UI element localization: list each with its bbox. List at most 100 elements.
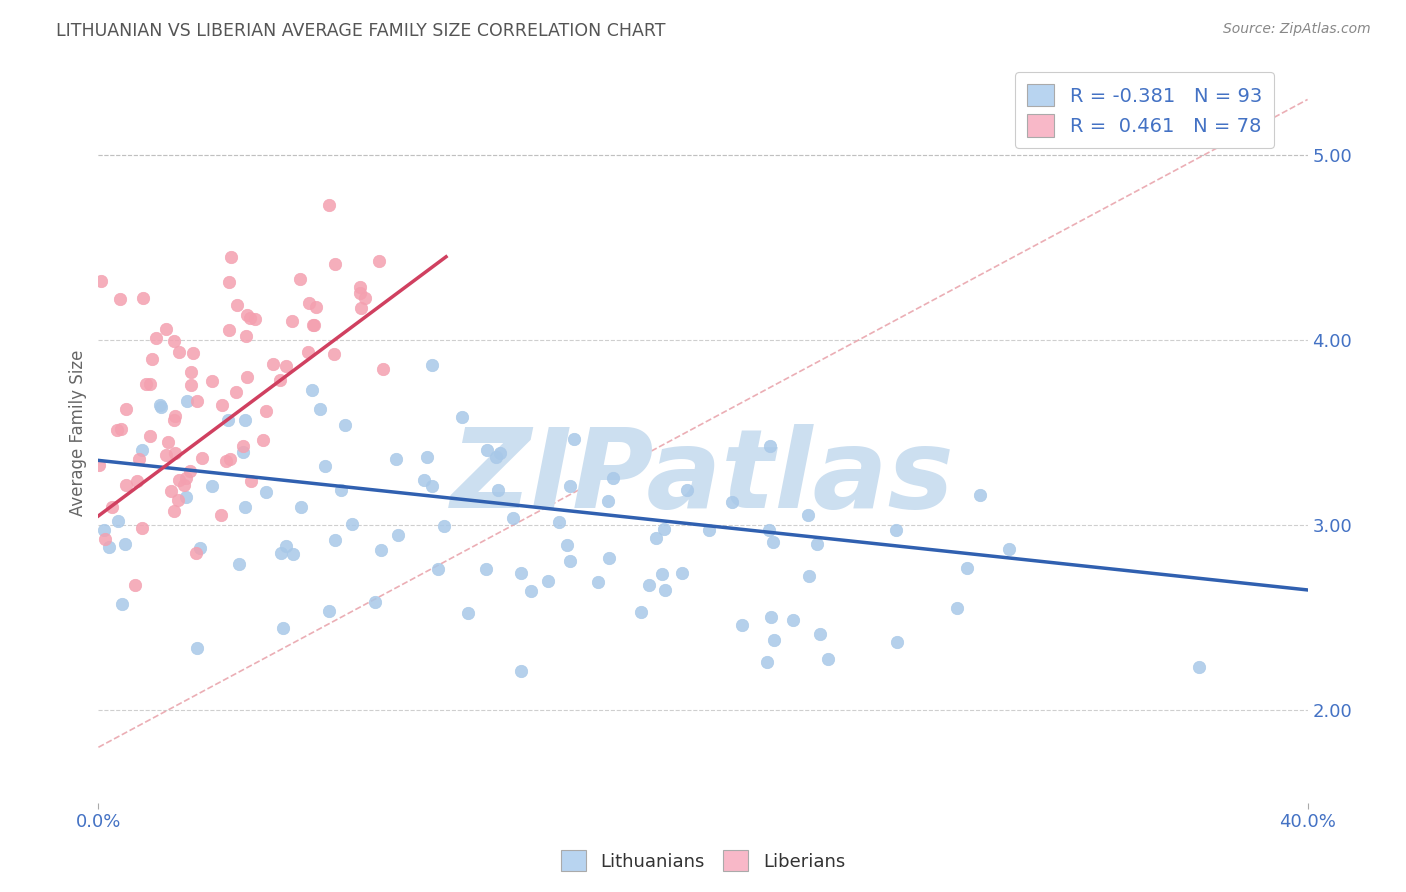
Point xyxy=(370,542,392,557)
Point xyxy=(236,370,259,384)
Point xyxy=(420,479,443,493)
Point xyxy=(808,626,831,640)
Point xyxy=(969,488,991,502)
Point xyxy=(886,635,908,649)
Point xyxy=(214,454,236,468)
Point xyxy=(602,471,624,485)
Point xyxy=(759,610,782,624)
Point xyxy=(654,582,676,597)
Point xyxy=(160,483,183,498)
Point xyxy=(239,475,262,489)
Point xyxy=(163,334,186,349)
Point xyxy=(163,412,186,426)
Point xyxy=(519,584,541,599)
Point xyxy=(297,344,319,359)
Point xyxy=(475,562,498,576)
Point xyxy=(169,344,191,359)
Point xyxy=(105,424,128,438)
Point xyxy=(758,523,780,537)
Point xyxy=(509,566,531,580)
Point xyxy=(323,533,346,547)
Point xyxy=(330,483,353,497)
Text: LITHUANIAN VS LIBERIAN AVERAGE FAMILY SIZE CORRELATION CHART: LITHUANIAN VS LIBERIAN AVERAGE FAMILY SI… xyxy=(56,22,665,40)
Point xyxy=(731,618,754,632)
Point xyxy=(290,272,312,286)
Point xyxy=(236,309,259,323)
Point xyxy=(256,404,278,418)
Point xyxy=(145,331,167,345)
Point xyxy=(489,446,512,460)
Point xyxy=(150,400,173,414)
Point xyxy=(135,376,157,391)
Point xyxy=(560,554,582,568)
Point xyxy=(233,500,256,514)
Point xyxy=(128,452,150,467)
Point xyxy=(180,365,202,379)
Point xyxy=(163,446,186,460)
Point xyxy=(762,534,785,549)
Point xyxy=(167,493,190,508)
Point xyxy=(233,413,256,427)
Point xyxy=(536,574,558,588)
Point xyxy=(349,286,371,301)
Point xyxy=(333,417,356,432)
Point xyxy=(433,519,456,533)
Point xyxy=(228,557,250,571)
Point xyxy=(139,428,162,442)
Point xyxy=(956,561,979,575)
Point xyxy=(1188,659,1211,673)
Point xyxy=(797,508,820,523)
Point xyxy=(274,539,297,553)
Point xyxy=(645,531,668,545)
Point xyxy=(254,484,277,499)
Point xyxy=(998,542,1021,557)
Point xyxy=(314,459,336,474)
Point xyxy=(564,432,586,446)
Point xyxy=(173,478,195,492)
Point xyxy=(384,451,406,466)
Point xyxy=(485,450,508,464)
Point xyxy=(416,450,439,464)
Point xyxy=(318,604,340,618)
Point xyxy=(271,622,294,636)
Point xyxy=(235,328,257,343)
Point xyxy=(174,470,197,484)
Point xyxy=(304,318,326,332)
Point xyxy=(108,292,131,306)
Point xyxy=(218,275,240,289)
Point xyxy=(252,434,274,448)
Point xyxy=(94,532,117,546)
Point xyxy=(90,274,112,288)
Point xyxy=(371,361,394,376)
Point xyxy=(149,398,172,412)
Point xyxy=(125,475,148,489)
Text: ZIPatlas: ZIPatlas xyxy=(451,424,955,531)
Point xyxy=(97,540,120,554)
Point xyxy=(115,401,138,416)
Point xyxy=(124,578,146,592)
Point xyxy=(157,434,180,449)
Point xyxy=(174,490,197,504)
Point xyxy=(721,495,744,509)
Point xyxy=(155,322,177,336)
Point xyxy=(186,394,208,409)
Point xyxy=(179,464,201,478)
Point xyxy=(652,522,675,536)
Legend: R = -0.381   N = 93, R =  0.461   N = 78: R = -0.381 N = 93, R = 0.461 N = 78 xyxy=(1015,72,1274,148)
Point xyxy=(155,448,177,462)
Point xyxy=(163,504,186,518)
Point xyxy=(89,458,111,473)
Point xyxy=(114,537,136,551)
Point xyxy=(269,373,291,387)
Point xyxy=(110,422,132,436)
Point xyxy=(131,521,153,535)
Point xyxy=(586,575,609,590)
Point xyxy=(817,651,839,665)
Point xyxy=(354,291,377,305)
Point xyxy=(217,413,239,427)
Point xyxy=(232,439,254,453)
Point xyxy=(548,516,571,530)
Point xyxy=(755,655,778,669)
Point xyxy=(509,665,531,679)
Point xyxy=(945,600,967,615)
